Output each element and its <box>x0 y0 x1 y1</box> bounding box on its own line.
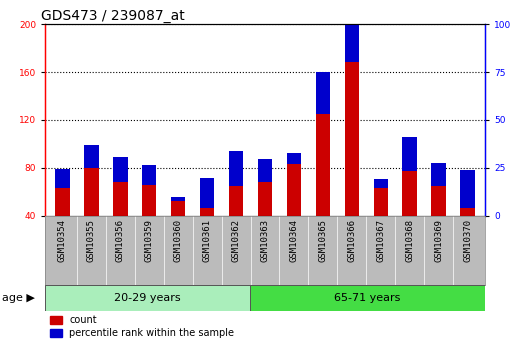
Bar <box>229 186 243 216</box>
Bar <box>402 171 417 216</box>
Text: GSM10364: GSM10364 <box>289 219 298 262</box>
Text: 65-71 years: 65-71 years <box>334 293 401 303</box>
Text: 20-29 years: 20-29 years <box>114 293 181 303</box>
Text: GSM10369: GSM10369 <box>434 219 443 262</box>
Text: GSM10354: GSM10354 <box>58 219 67 262</box>
Bar <box>461 170 475 208</box>
Text: GSM10365: GSM10365 <box>319 219 328 262</box>
Bar <box>200 208 214 216</box>
Bar <box>287 164 301 216</box>
Text: GSM10360: GSM10360 <box>174 219 183 262</box>
Bar <box>258 182 272 216</box>
Bar <box>45 285 250 310</box>
Text: GSM10355: GSM10355 <box>87 219 96 262</box>
Text: GSM10367: GSM10367 <box>376 219 385 262</box>
Text: age ▶: age ▶ <box>2 293 35 303</box>
Text: GSM10368: GSM10368 <box>405 219 414 262</box>
Bar <box>431 186 446 216</box>
Text: GDS473 / 239087_at: GDS473 / 239087_at <box>41 9 184 23</box>
Bar <box>374 178 388 188</box>
Bar <box>200 178 214 208</box>
Bar <box>344 62 359 216</box>
Text: GSM10366: GSM10366 <box>347 219 356 262</box>
Bar <box>113 182 128 216</box>
Text: GSM10362: GSM10362 <box>232 219 241 262</box>
Text: GSM10359: GSM10359 <box>145 219 154 262</box>
Bar <box>84 145 99 168</box>
Text: GSM10370: GSM10370 <box>463 219 472 262</box>
Text: GSM10363: GSM10363 <box>261 219 269 262</box>
Bar <box>287 153 301 164</box>
Bar <box>113 157 128 182</box>
Bar <box>461 208 475 216</box>
Bar <box>258 159 272 182</box>
Text: GSM10356: GSM10356 <box>116 219 125 262</box>
Bar <box>374 188 388 216</box>
Bar <box>84 168 99 216</box>
Text: GSM10361: GSM10361 <box>202 219 211 262</box>
Bar <box>431 163 446 186</box>
Legend: count, percentile rank within the sample: count, percentile rank within the sample <box>50 315 234 338</box>
Bar <box>171 201 185 216</box>
Bar <box>55 188 69 216</box>
Bar <box>402 137 417 171</box>
Bar <box>229 151 243 186</box>
Bar <box>142 165 156 185</box>
Bar <box>142 185 156 216</box>
Bar <box>316 114 330 216</box>
Bar <box>316 72 330 114</box>
Bar <box>250 285 485 310</box>
Bar <box>55 169 69 188</box>
Bar <box>171 197 185 201</box>
Bar <box>344 0 359 62</box>
